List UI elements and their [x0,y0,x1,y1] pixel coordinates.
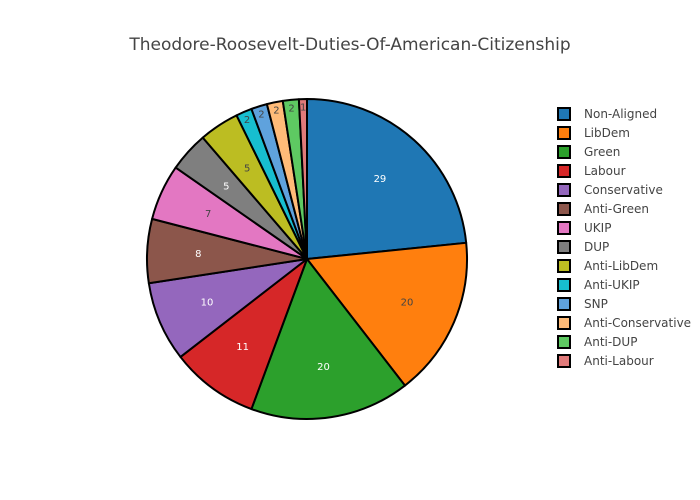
legend-item-green[interactable]: Green [557,145,620,159]
slice-value-label: 2 [258,109,264,120]
slice-value-label: 2 [288,103,294,114]
legend-label: DUP [584,240,609,254]
legend-swatch [557,183,571,197]
legend-label: Green [584,145,620,159]
legend-item-anti-dup[interactable]: Anti-DUP [557,335,637,349]
legend-label: Anti-Conservative [584,316,691,330]
pie-slice-non-aligned [306,98,468,260]
legend-item-anti-green[interactable]: Anti-Green [557,202,649,216]
legend-swatch [557,335,571,349]
legend-label: Anti-DUP [584,335,637,349]
slice-value-label: 20 [317,362,330,373]
legend-swatch [557,316,571,330]
legend-item-libdem[interactable]: LibDem [557,126,630,140]
slice-value-label: 8 [195,249,201,260]
legend-label: Anti-Green [584,202,649,216]
legend-label: Anti-UKIP [584,278,640,292]
slice-value-label: 2 [244,115,250,126]
pie-slice-libdem [306,241,468,387]
legend-item-non-aligned[interactable]: Non-Aligned [557,107,657,121]
slice-value-label: 10 [201,297,214,308]
legend-label: UKIP [584,221,611,235]
legend-swatch [557,221,571,235]
pie-slices [146,98,468,420]
legend-item-anti-labour[interactable]: Anti-Labour [557,354,654,368]
legend-item-conservative[interactable]: Conservative [557,183,663,197]
legend-item-labour[interactable]: Labour [557,164,626,178]
pie-slice-labour [179,258,308,411]
legend-item-snp[interactable]: SNP [557,297,608,311]
legend-swatch [557,164,571,178]
chart-title: Theodore-Roosevelt-Duties-Of-American-Ci… [128,35,570,55]
pie-slice-anti-labour [297,98,308,260]
legend-swatch [557,145,571,159]
legend-swatch [557,240,571,254]
slice-value-label: 7 [205,209,211,220]
legend-swatch [557,354,571,368]
legend-swatch [557,297,571,311]
slice-value-label: 2 [273,106,279,117]
slice-value-label: 5 [244,164,250,175]
legend-item-ukip[interactable]: UKIP [557,221,611,235]
legend-item-anti-ukip[interactable]: Anti-UKIP [557,278,640,292]
legend-label: Non-Aligned [584,107,657,121]
pie-slice-green [250,258,406,420]
legend-label: Conservative [584,183,663,197]
legend-label: SNP [584,297,608,311]
slice-value-label: 5 [223,182,229,193]
legend-label: Anti-LibDem [584,259,658,273]
legend-swatch [557,202,571,216]
legend-swatch [557,259,571,273]
legend-label: LibDem [584,126,630,140]
legend-item-dup[interactable]: DUP [557,240,609,254]
legend-label: Anti-Labour [584,354,654,368]
legend-label: Labour [584,164,626,178]
legend-item-anti-conservative[interactable]: Anti-Conservative [557,316,691,330]
legend: Non-Aligned LibDem Green Labour Conservative… [557,107,691,368]
legend-swatch [557,107,571,121]
legend-swatch [557,278,571,292]
slice-value-label: 11 [236,342,249,353]
legend-item-anti-libdem[interactable]: Anti-LibDem [557,259,658,273]
legend-swatch [557,126,571,140]
slice-value-label: 20 [401,297,414,308]
slice-value-label: 29 [374,174,387,185]
slice-value-label: 1 [300,103,306,114]
